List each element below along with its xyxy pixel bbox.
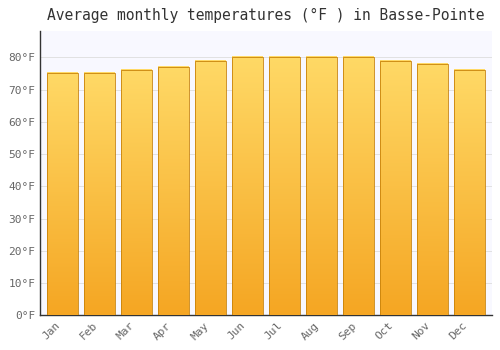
- Bar: [84, 74, 114, 315]
- Bar: [232, 57, 262, 315]
- Bar: [344, 57, 374, 315]
- Title: Average monthly temperatures (°F ) in Basse-Pointe: Average monthly temperatures (°F ) in Ba…: [47, 8, 484, 23]
- Bar: [158, 67, 188, 315]
- Bar: [306, 57, 336, 315]
- Bar: [380, 61, 410, 315]
- Bar: [270, 57, 300, 315]
- Bar: [454, 70, 484, 315]
- Bar: [418, 64, 448, 315]
- Bar: [121, 70, 152, 315]
- Bar: [195, 61, 226, 315]
- Bar: [47, 74, 78, 315]
